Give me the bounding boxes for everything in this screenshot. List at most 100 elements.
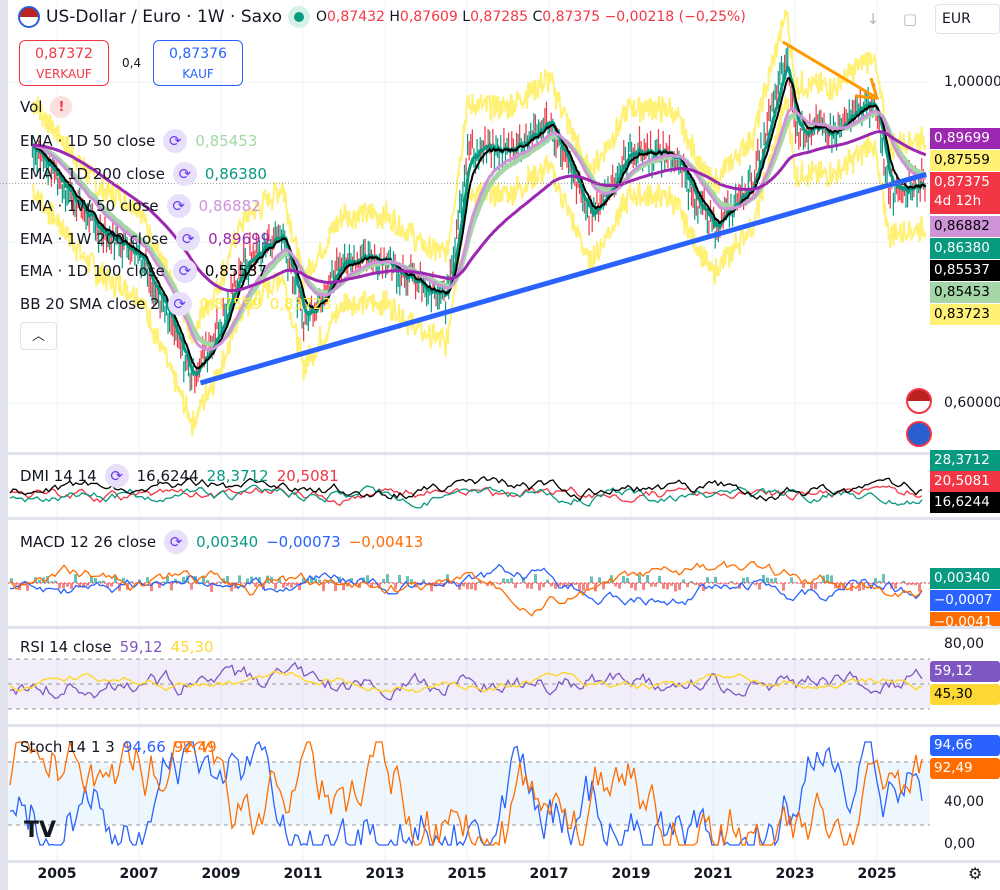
macd-histogram-bar xyxy=(146,577,149,583)
macd-histogram-bar xyxy=(726,583,729,585)
macd-histogram-bar xyxy=(538,583,541,591)
macd-histogram-bar xyxy=(26,583,29,591)
collapse-legend-button[interactable]: ︿ xyxy=(20,322,57,350)
sync-icon: ⟳ xyxy=(172,161,197,186)
warning-icon[interactable]: ! xyxy=(50,96,73,118)
pane-separator xyxy=(0,860,1000,863)
macd-histogram-bar xyxy=(494,582,497,583)
macd-histogram-bar xyxy=(166,575,169,583)
macd-histogram-bar xyxy=(518,583,521,584)
trendline xyxy=(199,171,927,386)
sync-icon: ⟳ xyxy=(163,129,188,153)
legend-value: 0,87559 xyxy=(199,294,262,313)
macd-histogram-bar xyxy=(218,581,221,583)
symbol-header: US-Dollar / Euro · 1W · Saxo O0,87432 H0… xyxy=(18,6,746,28)
ema-1d-100-line xyxy=(32,77,927,370)
stoch-d-tag: 92,49 xyxy=(930,758,1000,779)
macd-histogram-bar xyxy=(86,583,89,587)
macd-histogram-bar xyxy=(278,578,281,583)
rsi-axis-label: 80,00 xyxy=(944,636,985,652)
macd-histogram-bar xyxy=(818,582,821,583)
macd-histogram-bar xyxy=(294,583,297,586)
legend-label: EMA · 1W 50 close xyxy=(20,197,159,215)
macd-histogram-bar xyxy=(478,580,481,583)
stoch-d-line xyxy=(9,740,923,847)
legend-dmi[interactable]: DMI 14 14 ⟳ 16,6244 28,3712 20,5081 xyxy=(20,464,339,488)
pane-separator xyxy=(0,517,1000,520)
macd-histogram-bar xyxy=(162,581,165,583)
macd-histogram-bar xyxy=(794,582,797,583)
fullscreen-icon[interactable]: ▢ xyxy=(902,10,918,28)
stoch-k-line xyxy=(9,740,923,848)
macd-histogram-bar xyxy=(394,583,397,590)
sell-button[interactable]: 0,87372 VERKAUF xyxy=(19,40,109,86)
symbol-title[interactable]: US-Dollar / Euro · 1W · Saxo xyxy=(46,7,282,27)
legend-item[interactable]: EMA · 1W 200 close ⟳ 0,89699 xyxy=(20,226,270,251)
macd-histogram-bar xyxy=(334,583,337,592)
macd-histogram-bar xyxy=(694,583,697,586)
macd-histogram-bar xyxy=(714,576,717,583)
macd-histogram-bar xyxy=(102,580,105,583)
macd-histogram-bar xyxy=(398,574,401,583)
macd-histogram-bar xyxy=(74,574,77,583)
macd-histogram-bar xyxy=(666,583,669,590)
legend-vol[interactable]: Vol! xyxy=(20,96,73,118)
tradingview-logo[interactable]: TV xyxy=(24,818,57,843)
macd-histogram-bar xyxy=(754,583,757,586)
macd-histogram-bar xyxy=(686,583,689,588)
macd-histogram-bar xyxy=(642,583,645,590)
macd-histogram-bar xyxy=(922,582,925,583)
macd-histogram-bar xyxy=(826,574,829,583)
macd-histogram-bar xyxy=(590,576,593,583)
legend-label: EMA · 1W 200 close xyxy=(20,229,169,248)
macd-histogram-bar xyxy=(874,578,877,583)
macd-histogram-bar xyxy=(618,583,621,589)
macd-histogram-bar xyxy=(654,583,657,587)
macd-histogram-bar xyxy=(430,583,433,592)
macd-histogram-bar xyxy=(910,583,913,586)
macd-histogram-bar xyxy=(382,578,385,583)
stoch-k-tag: 94,66 xyxy=(930,735,1000,756)
macd-histogram-bar xyxy=(182,576,185,583)
macd-histogram-bar xyxy=(542,583,545,588)
x-tick: 2007 xyxy=(119,866,159,882)
settings-icon[interactable]: ⚙ xyxy=(968,864,983,883)
macd-histogram-bar xyxy=(562,583,565,588)
sync-icon: ⟳ xyxy=(104,464,129,488)
macd-histogram-bar xyxy=(410,579,413,583)
legend-item[interactable]: EMA · 1W 50 close ⟳ 0,86882 xyxy=(20,194,261,218)
macd-histogram-bar xyxy=(614,583,617,587)
legend-macd[interactable]: MACD 12 26 close ⟳ 0,00340 −0,00073 −0,00413 xyxy=(20,530,423,554)
dmi-adx-line xyxy=(9,475,923,502)
dmi-minus-tag: 20,5081 xyxy=(930,471,1000,492)
macd-histogram-bar xyxy=(54,580,57,583)
macd-histogram-bar xyxy=(706,577,709,583)
price-tag: 0,86882 xyxy=(930,216,1000,237)
arrow-down-icon[interactable]: ↓ xyxy=(866,10,880,28)
macd-histogram-bar xyxy=(438,583,441,585)
currency-selector[interactable]: EUR xyxy=(935,4,1000,34)
macd-histogram-bar xyxy=(878,580,881,583)
macd-line xyxy=(9,563,923,606)
legend-rsi[interactable]: RSI 14 close 59,12 45,30 xyxy=(20,638,214,656)
macd-histogram-bar xyxy=(622,576,625,583)
macd-histogram-bar xyxy=(330,579,333,583)
buy-button[interactable]: 0,87376 KAUF xyxy=(153,40,243,86)
legend-item[interactable]: EMA · 1D 50 close ⟳ 0,85453 xyxy=(20,129,257,153)
macd-histogram-bar xyxy=(402,583,405,585)
macd-histogram-bar xyxy=(66,583,69,587)
sync-icon: ⟳ xyxy=(167,291,192,316)
legend-item[interactable]: EMA · 1D 100 close ⟳ 0,85537 xyxy=(20,259,267,283)
legend-item[interactable]: EMA · 1D 200 close ⟳ 0,86380 xyxy=(20,161,267,186)
macd-histogram-bar xyxy=(210,583,213,592)
macd-histogram-bar xyxy=(902,580,905,583)
legend-label: BB 20 SMA close 2 xyxy=(20,294,160,313)
macd-histogram-bar xyxy=(522,577,525,583)
x-tick: 2011 xyxy=(283,866,323,882)
legend-item[interactable]: BB 20 SMA close 2 ⟳ 0,87559 0,83723 xyxy=(20,291,332,316)
pane-separator xyxy=(0,452,1000,455)
price-tag: 0,89699 xyxy=(930,128,1000,149)
macd-histogram-bar xyxy=(318,579,321,583)
legend-stoch[interactable]: Stoch 14 1 3 94,66 92,49 xyxy=(20,738,217,756)
